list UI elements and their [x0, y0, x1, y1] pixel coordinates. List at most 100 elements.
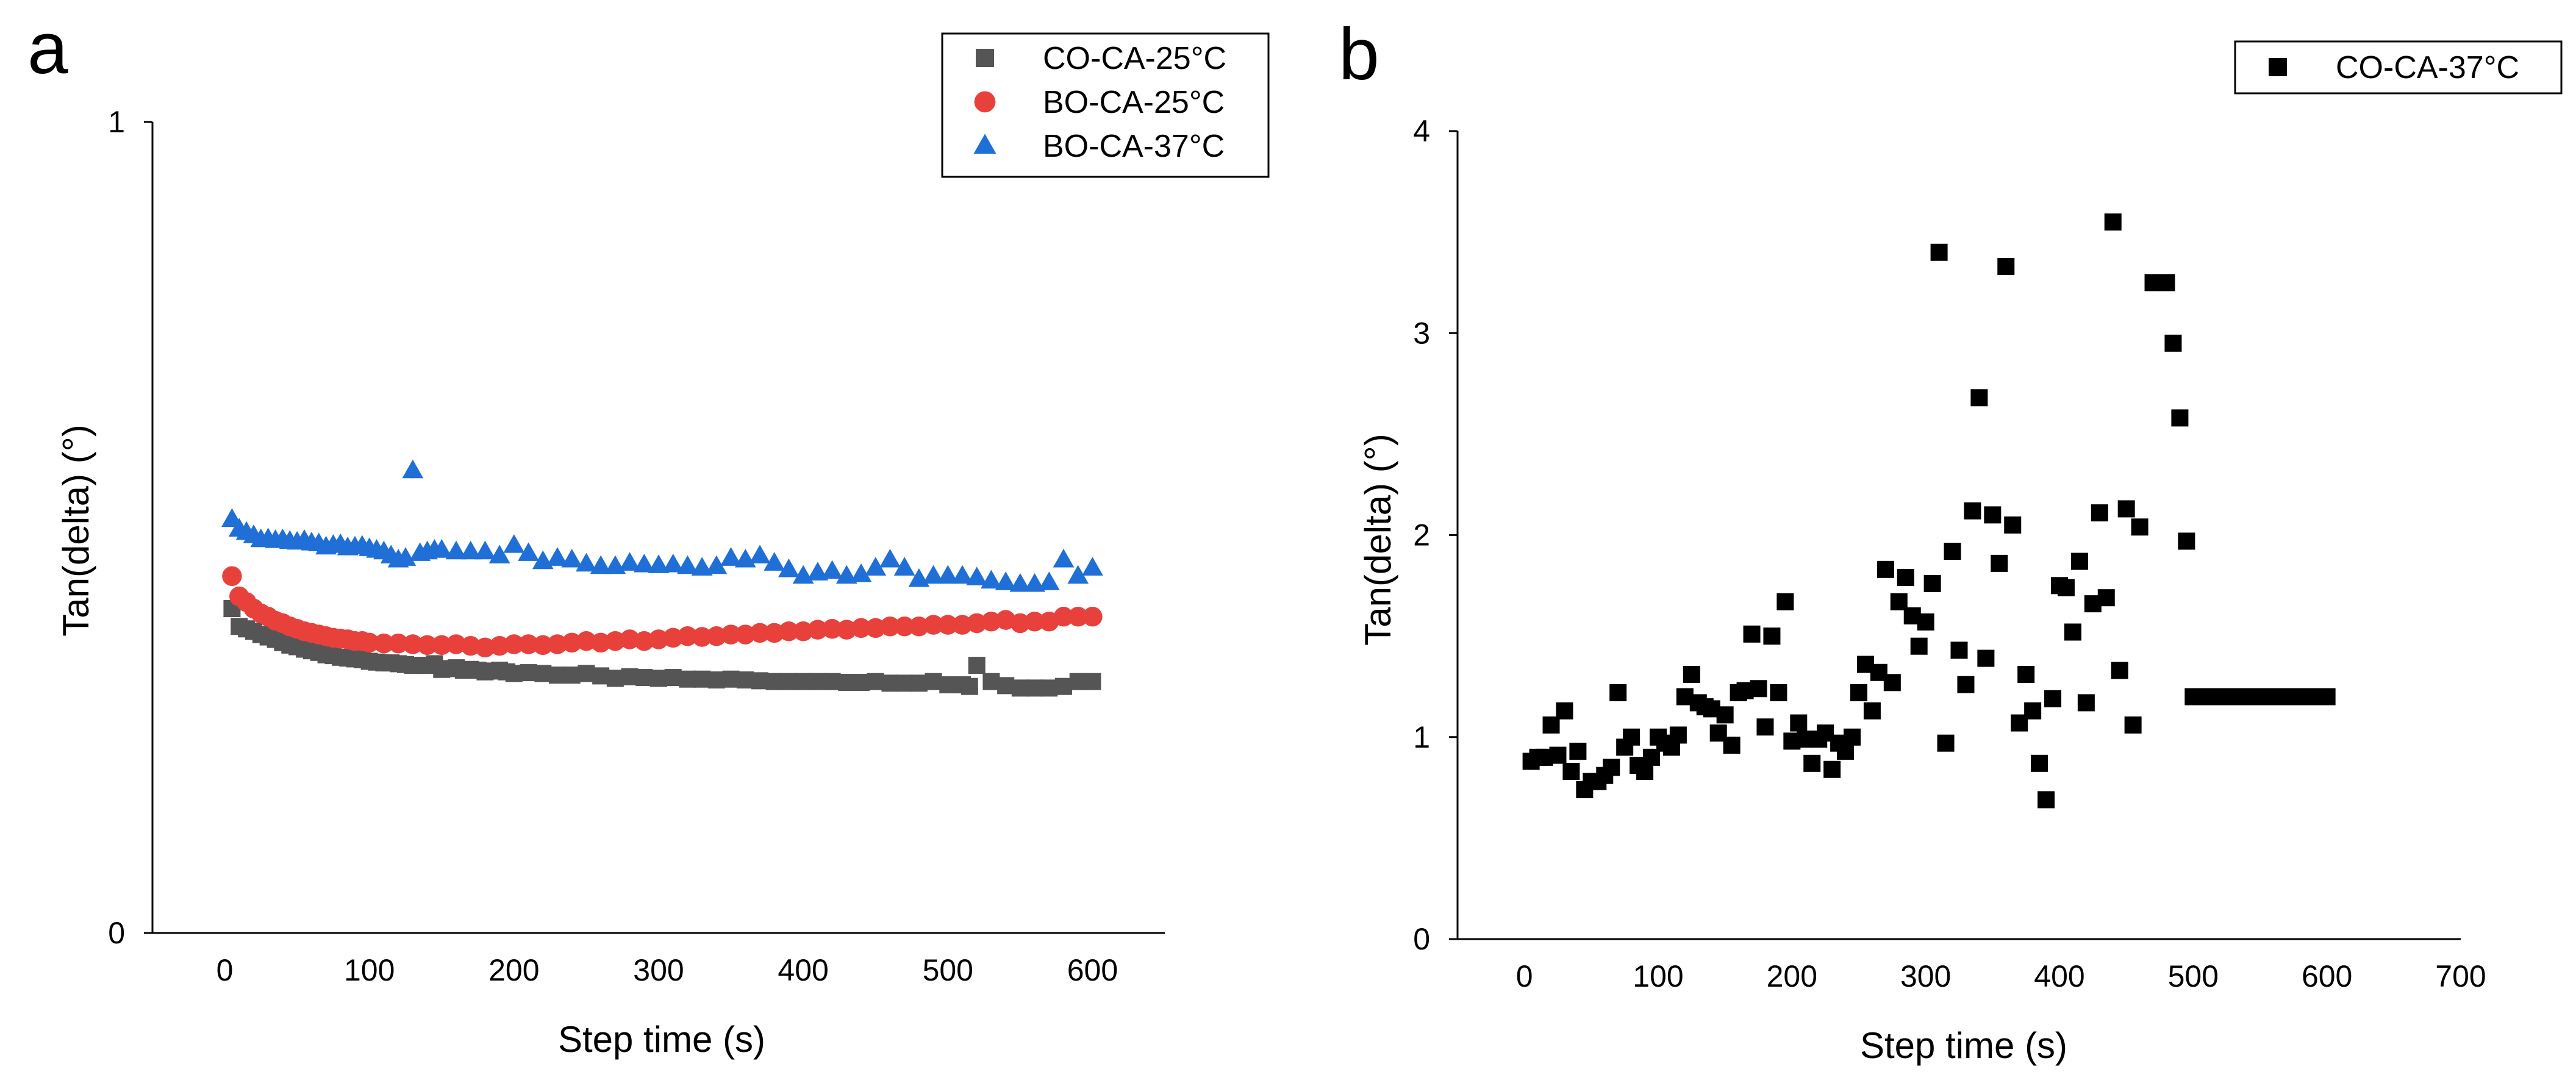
data-point	[679, 670, 696, 688]
panel-a-legend: CO-CA-25°C BO-CA-25°C BO-CA-37°C	[941, 32, 1270, 178]
data-point	[1923, 575, 1941, 592]
data-point	[1756, 718, 1774, 736]
data-point	[721, 624, 741, 645]
data-point	[850, 563, 872, 582]
data-point	[620, 629, 640, 649]
data-point	[1997, 257, 2015, 275]
legend-entry: CO-CA-25°C	[1043, 41, 1226, 76]
data-point	[505, 665, 523, 682]
y-tick-label: 4	[1413, 114, 1430, 148]
legend-marker	[973, 134, 996, 154]
data-point	[1040, 679, 1058, 697]
data-point	[780, 673, 798, 690]
panel-a-label: a	[27, 7, 68, 89]
data-point	[576, 631, 596, 651]
data-point	[693, 670, 711, 688]
data-point	[1683, 666, 1700, 684]
data-point	[706, 555, 728, 574]
data-point	[503, 534, 525, 553]
data-point	[894, 617, 915, 637]
data-point	[2057, 579, 2075, 596]
data-point	[1010, 613, 1031, 634]
data-point	[563, 667, 581, 684]
data-point	[2117, 500, 2135, 518]
data-point	[619, 552, 640, 571]
data-point	[778, 558, 800, 577]
legend-entry: CO-CA-37°C	[2336, 50, 2519, 85]
data-point	[446, 634, 467, 654]
data-point	[938, 615, 958, 635]
legend-marker	[2269, 58, 2287, 76]
data-point	[1716, 706, 1734, 724]
data-point	[692, 627, 712, 647]
data-point	[1068, 607, 1088, 627]
data-point	[1957, 676, 1975, 693]
x-tick-label: 300	[1900, 959, 1951, 993]
data-point	[2178, 532, 2195, 550]
x-tick-label: 400	[2034, 959, 2084, 993]
y-tick-label: 1	[108, 105, 125, 139]
data-point	[750, 623, 770, 643]
data-point	[706, 626, 727, 646]
data-point	[821, 560, 843, 579]
data-point	[562, 632, 582, 653]
data-point	[1950, 642, 1968, 659]
x-tick-label: 600	[2302, 959, 2352, 993]
data-point	[2164, 334, 2182, 352]
data-point	[662, 553, 684, 573]
data-point	[460, 635, 481, 656]
data-point	[2031, 754, 2048, 772]
data-point	[1844, 728, 1861, 746]
data-point	[939, 676, 957, 694]
data-point	[981, 612, 1001, 632]
data-point	[592, 667, 610, 685]
data-point	[1084, 673, 1101, 690]
data-point	[395, 547, 417, 566]
panel-a-marks	[221, 459, 1103, 697]
data-point	[997, 677, 1015, 695]
panel-b: b 0 100 200 300 400 500 600 700 0 1 2 3 4 Step time …	[1339, 13, 2563, 1066]
data-point	[518, 542, 539, 561]
data-point	[1991, 554, 2008, 572]
data-point	[2171, 409, 2189, 427]
data-point	[966, 567, 988, 585]
data-point	[1556, 702, 1573, 720]
data-point	[925, 673, 942, 690]
data-point	[952, 615, 973, 635]
data-point	[1053, 607, 1074, 627]
data-point	[678, 626, 698, 646]
y-tick-label: 2	[1413, 518, 1430, 552]
data-point	[937, 565, 959, 584]
data-point	[2104, 213, 2122, 231]
data-point	[1669, 726, 1687, 744]
data-point	[722, 670, 740, 688]
data-point	[635, 669, 653, 687]
data-point	[621, 668, 639, 685]
panel-b-axes: 0 100 200 300 400 500 600 700 0 1 2 3 4	[1413, 114, 2486, 993]
data-point	[1069, 673, 1087, 690]
data-point	[578, 665, 595, 682]
data-point	[765, 673, 783, 690]
data-point	[707, 671, 725, 689]
x-tick-label: 200	[488, 953, 539, 987]
data-point	[549, 667, 566, 684]
data-point	[475, 637, 495, 658]
data-point	[664, 669, 682, 687]
data-point	[961, 677, 978, 695]
data-point	[590, 555, 612, 574]
data-point	[764, 552, 785, 571]
data-point	[1562, 763, 1580, 781]
data-point	[546, 547, 568, 566]
data-point	[2318, 688, 2336, 706]
data-point	[2044, 690, 2062, 707]
data-point	[2111, 662, 2128, 679]
data-point	[1823, 760, 1841, 778]
y-tick-label: 1	[1413, 720, 1430, 754]
data-point	[809, 673, 826, 690]
data-point	[1977, 649, 1995, 667]
x-tick-label: 500	[2168, 959, 2219, 993]
x-tick-label: 0	[1516, 959, 1533, 993]
data-point	[749, 545, 771, 563]
data-point	[1723, 737, 1741, 754]
data-point	[751, 672, 768, 690]
